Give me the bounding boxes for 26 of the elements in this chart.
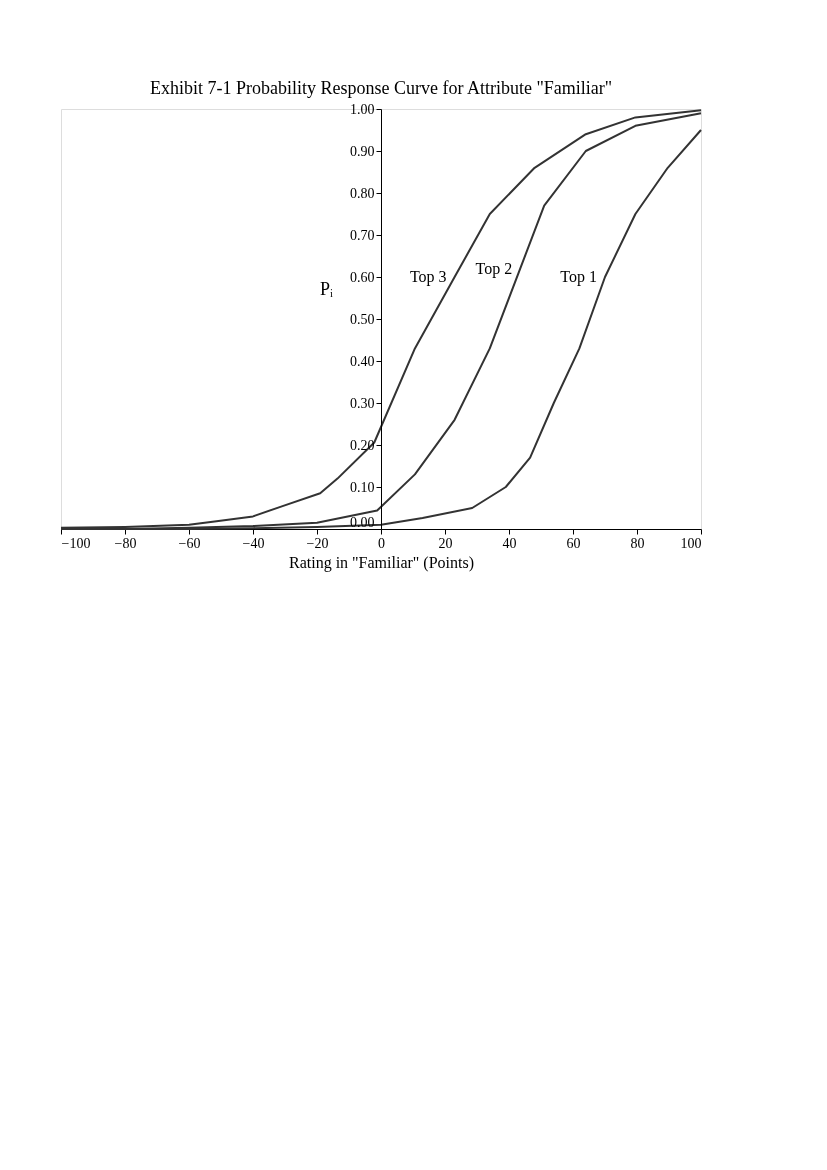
x-tick-label: −80 — [114, 535, 137, 551]
y-tick-label: 0.70 — [350, 227, 375, 243]
x-tick-label: 20 — [438, 535, 453, 551]
x-tick-label: −60 — [178, 535, 201, 551]
x-tick-label: 0 — [378, 535, 385, 551]
y-tick-label: 0.10 — [350, 479, 375, 495]
y-tick-label: 0.40 — [350, 353, 375, 369]
x-tick-label: −100 — [61, 535, 91, 551]
y-tick-label: 0.80 — [350, 185, 375, 201]
y-tick-label: 0.50 — [350, 311, 375, 327]
x-tick-label: 100 — [680, 535, 702, 551]
y-tick-label: 0.90 — [350, 143, 375, 159]
x-tick-label: 60 — [566, 535, 581, 551]
series-label: Top 3 — [409, 268, 447, 286]
x-tick-label: 40 — [502, 535, 517, 551]
x-tick-label: −40 — [242, 535, 265, 551]
series-label: Top 2 — [475, 259, 513, 278]
chart-title: Exhibit 7-1 Probability Response Curve for Attribute "Familiar" — [149, 78, 613, 98]
series-label: Top 1 — [560, 268, 597, 286]
x-axis-title: Rating in "Familiar" (Points) — [288, 553, 475, 572]
y-tick-label: 0.60 — [350, 269, 375, 285]
x-tick-label: −20 — [306, 535, 329, 551]
y-tick-label: 0.30 — [350, 395, 375, 411]
y-tick-label: 1.00 — [350, 101, 375, 117]
x-tick-label: 80 — [630, 535, 645, 551]
y-axis-title: Pᵢ — [320, 278, 334, 299]
